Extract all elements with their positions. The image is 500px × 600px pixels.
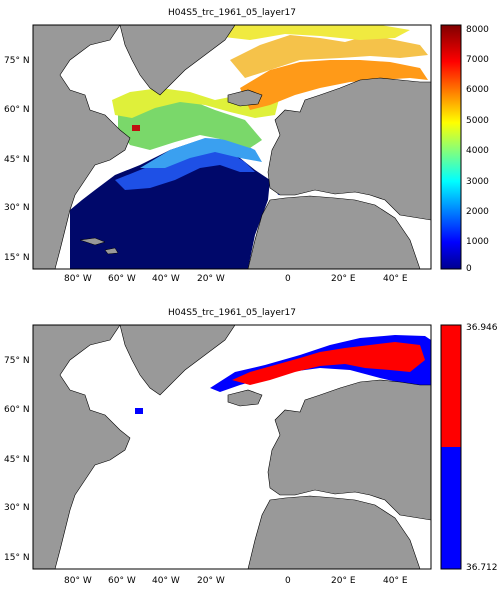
top-lon-label: 0 xyxy=(285,274,291,284)
top-lat-label: 15° N xyxy=(4,253,30,263)
top-cbar-tick: 7000 xyxy=(466,55,489,65)
bottom-europe-land xyxy=(267,379,431,521)
bottom-lon-label: 20° E xyxy=(331,576,356,586)
bottom-lat-label: 60° N xyxy=(4,405,30,415)
top-colorbar xyxy=(440,24,462,270)
bottom-lon-label: 40° W xyxy=(152,576,180,586)
top-africa-land xyxy=(247,195,421,269)
top-lat-label: 75° N xyxy=(4,56,30,66)
top-lon-label: 40° W xyxy=(152,274,180,284)
bottom-colorbar-frame xyxy=(440,324,462,570)
top-cbar-tick: 6000 xyxy=(466,85,489,95)
top-lon-label: 60° W xyxy=(108,274,136,284)
top-red-spot xyxy=(132,125,140,131)
top-lightorange-band xyxy=(230,35,428,78)
bottom-colorbar-blue xyxy=(441,447,461,569)
bottom-iceland-land xyxy=(227,389,263,407)
top-map xyxy=(33,25,431,269)
top-blue-band xyxy=(115,148,255,190)
bottom-lat-label: 30° N xyxy=(4,503,30,513)
bottom-map-frame xyxy=(32,324,432,570)
bottom-cbar-tick-bottom: 36.712 xyxy=(466,563,498,573)
top-deep-ocean-field xyxy=(70,140,270,269)
top-map-title: H04S5_trc_1961_05_layer17 xyxy=(167,8,297,18)
top-caribbean-islands xyxy=(79,237,119,255)
top-lightblue-band xyxy=(140,138,262,168)
bottom-africa-land xyxy=(247,495,421,569)
top-orange-band xyxy=(240,60,428,110)
top-cbar-tick: 1000 xyxy=(466,237,489,247)
top-lat-label: 60° N xyxy=(4,105,30,115)
bottom-lon-label: 0 xyxy=(285,576,291,586)
top-lon-label: 20° E xyxy=(331,274,356,284)
bottom-lon-label: 80° W xyxy=(64,576,92,586)
bottom-lat-label: 45° N xyxy=(4,455,30,465)
top-north-america-land xyxy=(33,25,131,269)
top-cbar-tick: 0 xyxy=(466,264,472,274)
top-greenland-land xyxy=(119,25,236,96)
top-lon-label: 40° E xyxy=(383,274,408,284)
top-cbar-tick: 2000 xyxy=(466,207,489,217)
bottom-map xyxy=(33,325,431,569)
bottom-lon-label: 20° W xyxy=(197,576,225,586)
bottom-greenland-land xyxy=(119,325,236,396)
bottom-red-patch xyxy=(232,342,425,385)
top-lon-label: 80° W xyxy=(64,274,92,284)
bottom-map-title: H04S5_trc_1961_05_layer17 xyxy=(167,308,297,318)
top-cbar-tick: 8000 xyxy=(466,25,489,35)
top-lon-label: 20° W xyxy=(197,274,225,284)
bottom-lon-label: 60° W xyxy=(108,576,136,586)
top-cbar-tick: 4000 xyxy=(466,146,489,156)
bottom-cbar-tick-top: 36.946 xyxy=(466,323,498,333)
top-cbar-tick: 3000 xyxy=(466,177,489,187)
top-iceland-land xyxy=(227,89,263,107)
bottom-colorbar-red xyxy=(441,325,461,447)
bottom-lon-label: 40° E xyxy=(383,576,408,586)
bottom-blue-spot-west xyxy=(135,408,143,414)
top-arctic-yellow xyxy=(180,25,410,40)
bottom-lat-label: 75° N xyxy=(4,356,30,366)
top-lat-label: 45° N xyxy=(4,155,30,165)
bottom-lat-label: 15° N xyxy=(4,553,30,563)
top-map-frame xyxy=(32,24,432,270)
top-green-band xyxy=(118,95,262,150)
top-europe-land xyxy=(267,77,431,221)
top-cbar-tick: 5000 xyxy=(466,116,489,126)
top-lat-label: 30° N xyxy=(4,203,30,213)
bottom-north-america-land xyxy=(33,325,131,569)
